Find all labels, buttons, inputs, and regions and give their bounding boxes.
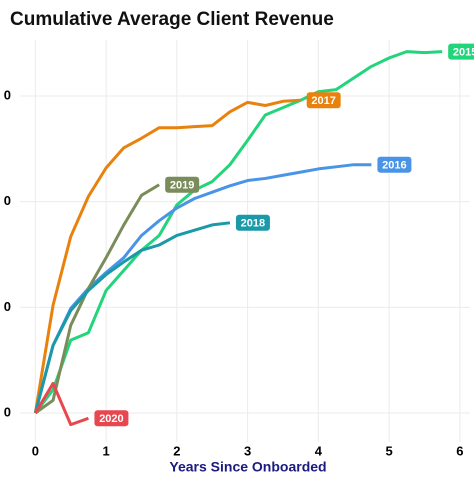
series-line bbox=[33, 221, 231, 414]
series-label: 2020 bbox=[94, 410, 129, 427]
label-box bbox=[377, 156, 412, 173]
series-line bbox=[34, 50, 443, 414]
series-label: 2016 bbox=[377, 156, 412, 173]
y-tick-label: 0 bbox=[4, 87, 11, 102]
x-tick-label: 5 bbox=[385, 443, 392, 458]
legend-label: 2017 bbox=[311, 95, 335, 107]
y-tick-label: 0 bbox=[4, 193, 11, 208]
x-tick-label: 1 bbox=[103, 443, 110, 458]
legend-label: 2015 bbox=[453, 47, 474, 59]
x-tick-label: 3 bbox=[244, 443, 251, 458]
x-tick-label: 0 bbox=[32, 443, 39, 458]
x-axis-label: Years Since Onboarded bbox=[169, 459, 326, 475]
series-label: 2019 bbox=[165, 176, 200, 193]
label-box bbox=[94, 410, 129, 427]
series-line bbox=[34, 381, 89, 427]
legend-label: 2019 bbox=[170, 180, 194, 192]
chart-title: Cumulative Average Client Revenue bbox=[10, 9, 334, 30]
x-tick-label: 6 bbox=[456, 443, 463, 458]
label-box bbox=[448, 43, 474, 60]
series-label: 2015 bbox=[448, 43, 474, 60]
y-tick-label: 0 bbox=[4, 299, 11, 314]
label-box bbox=[306, 92, 341, 109]
label-box bbox=[235, 214, 270, 231]
label-box bbox=[165, 176, 200, 193]
legend-label: 2020 bbox=[99, 413, 123, 425]
x-tick-label: 2 bbox=[173, 443, 180, 458]
legend-label: 2016 bbox=[382, 160, 406, 172]
y-tick-label: 0 bbox=[4, 404, 11, 419]
series-line bbox=[33, 98, 301, 414]
series-label: 2018 bbox=[235, 214, 270, 231]
x-tick-label: 4 bbox=[315, 443, 323, 458]
series-label: 2017 bbox=[306, 92, 341, 109]
legend-label: 2018 bbox=[241, 218, 265, 230]
